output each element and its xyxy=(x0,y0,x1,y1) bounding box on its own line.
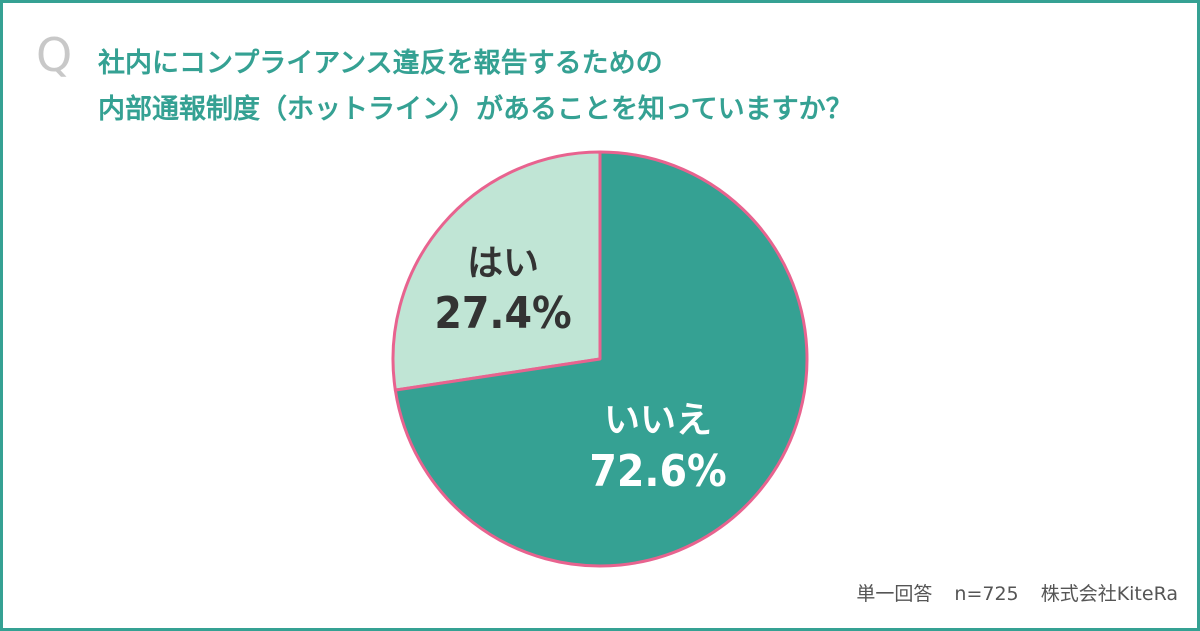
pie-slice-no xyxy=(393,150,809,568)
pie-slice-yes xyxy=(391,150,602,392)
sample-size: n=725 xyxy=(954,583,1019,605)
question-line-1: 社内にコンプライアンス違反を報告するための xyxy=(98,48,663,79)
company-name: 株式会社KiteRa xyxy=(1040,583,1178,605)
question-mark-icon: Q xyxy=(36,28,73,82)
answer-type: 単一回答 xyxy=(856,583,933,605)
slice-label: いいえ xyxy=(604,400,712,441)
slice-value-label: 72.6% xyxy=(589,446,726,497)
slice-label: はい xyxy=(467,243,539,284)
slice-value-label: 27.4% xyxy=(434,288,571,339)
chart-footer: 単一回答 n=725 株式会社KiteRa xyxy=(856,579,1178,606)
question-title: 社内にコンプライアンス違反を報告するための 内部通報制度（ホットライン）があるこ… xyxy=(98,41,1098,133)
question-line-2: 内部通報制度（ホットライン）があることを知っていますか？ xyxy=(98,94,853,125)
